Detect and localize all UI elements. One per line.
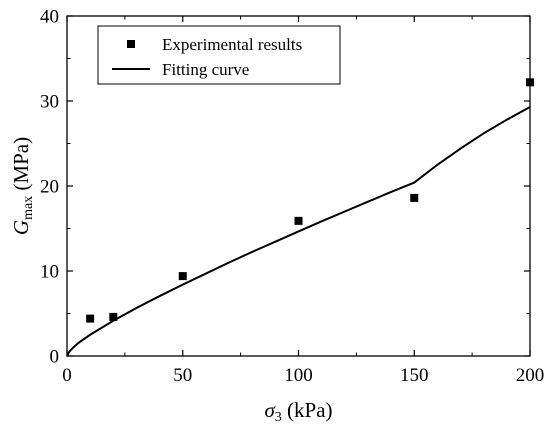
x-tick-label: 0 [62,365,72,386]
experimental-point [526,78,534,87]
y-tick-label: 10 [40,262,59,283]
y-tick-label: 40 [40,7,59,28]
experimental-point [86,314,95,323]
experimental-point [410,193,419,202]
experimental-point [178,272,187,281]
x-tick-label: 100 [284,365,313,386]
tick-labels: 0 50 100 150 200 0 10 20 30 40 [40,7,544,387]
experimental-point [294,216,303,225]
legend-marker-swatch [127,40,135,48]
x-axis-label: σ3 (kPa) [264,398,332,425]
y-tick-label: 20 [40,177,59,198]
axis-ticks [66,15,531,357]
y-tick-label: 30 [40,92,59,113]
experimental-point [109,312,118,321]
legend-label: Experimental results [162,35,302,54]
x-tick-label: 200 [516,365,545,386]
y-axis-label: Gmax (MPa) [9,137,36,235]
y-tick-label: 0 [50,347,60,368]
x-tick-label: 150 [400,365,429,386]
legend-label: Fitting curve [162,60,249,79]
x-tick-label: 50 [173,365,192,386]
fitting-curve-line [66,106,531,357]
legend-box [97,25,341,85]
legend: Experimental results Fitting curve [97,25,341,85]
series-layer [66,78,534,357]
